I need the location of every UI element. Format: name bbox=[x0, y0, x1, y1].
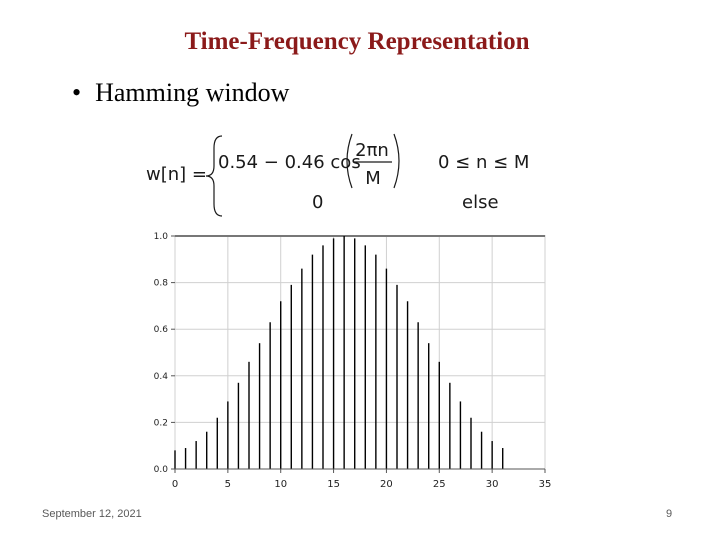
y-tick-label: 0.8 bbox=[154, 279, 169, 289]
x-tick-label: 35 bbox=[539, 479, 552, 490]
formula-case2-condition: else bbox=[462, 192, 499, 213]
x-tick-label: 30 bbox=[486, 479, 499, 490]
formula-paren-left bbox=[346, 133, 353, 189]
y-tick-label: 0.0 bbox=[154, 465, 169, 475]
formula-lhs: w[n] = bbox=[146, 164, 207, 185]
formula-case1-expr: 0.54 − 0.46 cos bbox=[218, 152, 361, 173]
x-tick-label: 5 bbox=[225, 479, 231, 490]
y-tick-label: 0.6 bbox=[154, 325, 169, 335]
bullet-item: • Hamming window bbox=[72, 78, 289, 108]
bullet-dot: • bbox=[72, 78, 82, 107]
formula-paren-right bbox=[393, 133, 400, 189]
bullet-text: Hamming window bbox=[95, 78, 290, 107]
plot-area bbox=[174, 235, 546, 470]
formula-case2-value: 0 bbox=[312, 192, 323, 213]
formula-brace bbox=[205, 135, 223, 217]
hamming-window-chart: 0 5 10 15 20 25 30 35 0.0 0.2 0.4 0.6 0.8 1.0 bbox=[154, 232, 552, 490]
y-tick-label: 0.2 bbox=[154, 418, 168, 428]
footer-date: September 12, 2021 bbox=[42, 508, 142, 520]
formula-denominator: M bbox=[365, 168, 381, 189]
x-tick-label: 10 bbox=[274, 479, 287, 490]
x-tick-label: 15 bbox=[327, 479, 340, 490]
formula-case1-condition: 0 ≤ n ≤ M bbox=[438, 152, 529, 173]
x-tick-label: 20 bbox=[380, 479, 393, 490]
y-tick-label: 1.0 bbox=[154, 232, 169, 242]
x-tick-label: 25 bbox=[433, 479, 446, 490]
y-tick-label: 0.4 bbox=[154, 372, 169, 382]
slide-title: Time-Frequency Representation bbox=[184, 28, 530, 55]
formula-numerator: 2πn bbox=[355, 140, 389, 161]
hamming-formula: w[n] = 0.54 − 0.46 cos 2πn M 0 ≤ n ≤ M 0… bbox=[146, 133, 529, 217]
page-number: 9 bbox=[666, 508, 673, 520]
x-tick-label: 0 bbox=[172, 479, 178, 490]
